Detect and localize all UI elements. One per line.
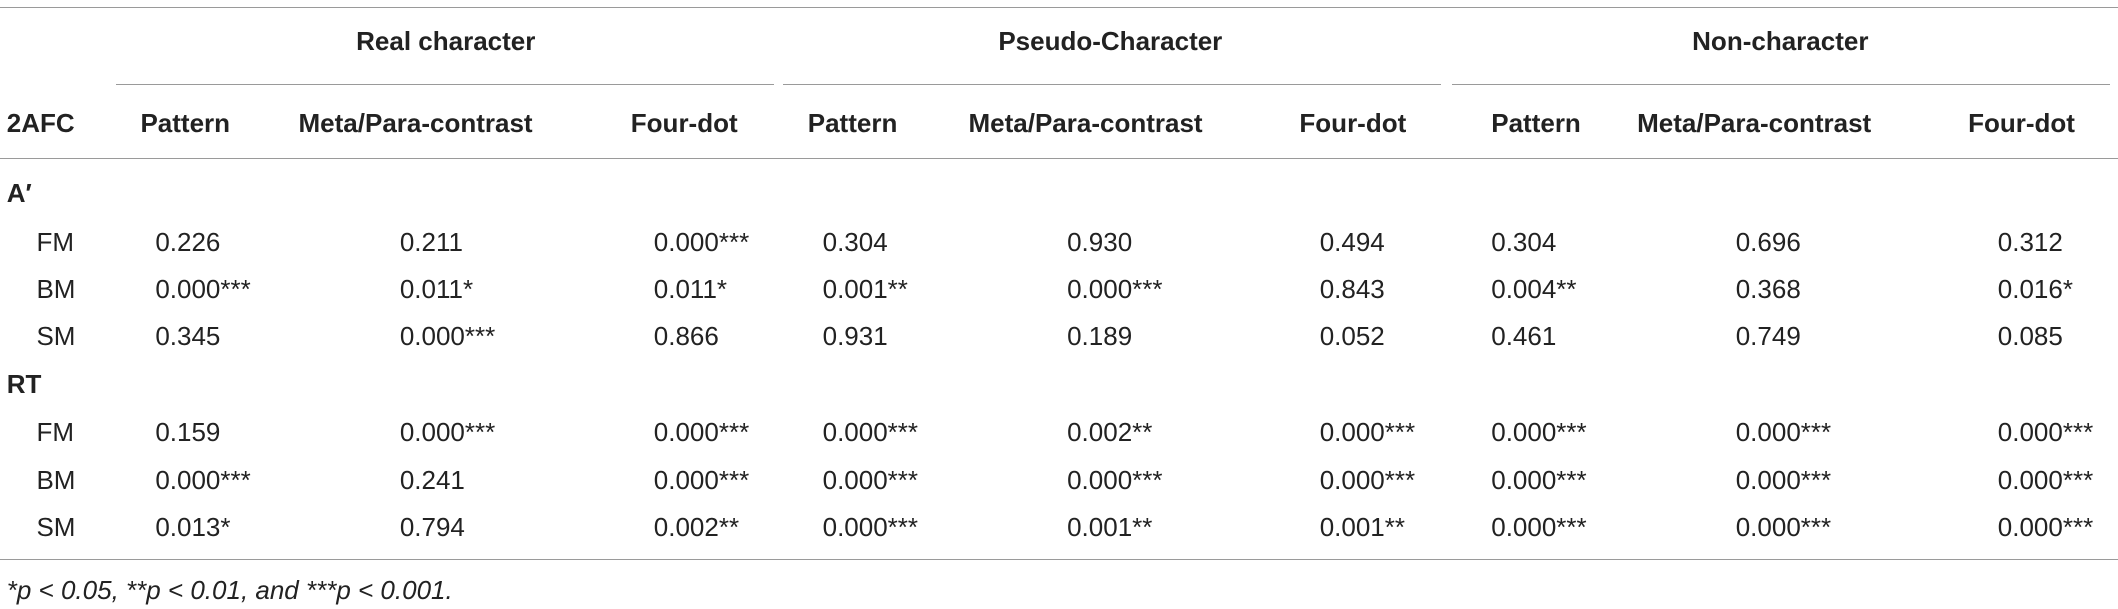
cell: 0.000*** (1067, 464, 1163, 495)
row-label: FM (36, 417, 75, 448)
cell: 0.000*** (1491, 464, 1587, 495)
header-rule (0, 158, 2118, 160)
cell: 0.000*** (1735, 417, 1832, 448)
section-label: A′ (6, 178, 32, 209)
group-rule (783, 83, 1442, 85)
cell: 0.001** (1319, 511, 1405, 542)
cell: 0.696 (1735, 226, 1801, 257)
section-label: RT (6, 368, 42, 399)
corner-header: 2AFC (6, 107, 75, 138)
cell: 0.000*** (399, 321, 496, 352)
cell: 0.016* (1997, 274, 2073, 305)
cell: 0.000*** (1319, 417, 1416, 448)
cell: 0.085 (1997, 321, 2063, 352)
cell: 0.211 (399, 226, 463, 257)
cell: 0.004** (1491, 274, 1577, 305)
cell: 0.002** (1067, 417, 1153, 448)
cell: 0.304 (822, 226, 888, 257)
cell: 0.013* (155, 511, 231, 542)
column-header: Meta/Para-contrast (1637, 107, 1872, 138)
cell: 0.000*** (1735, 464, 1832, 495)
group-rule (1452, 83, 2110, 85)
column-header: Meta/Para-contrast (968, 107, 1203, 138)
cell: 0.052 (1319, 321, 1385, 352)
cell: 0.159 (155, 417, 221, 448)
group-header: Pseudo-Character (998, 25, 1223, 56)
cell: 0.000*** (822, 417, 919, 448)
column-header: Four-dot (1299, 107, 1407, 138)
cell: 0.461 (1491, 321, 1557, 352)
cell: 0.304 (1491, 226, 1557, 257)
group-header: Non-character (1692, 25, 1869, 56)
cell: 0.000*** (1997, 511, 2094, 542)
cell: 0.000*** (155, 464, 251, 495)
group-rule (116, 83, 774, 85)
cell: 0.794 (399, 511, 465, 542)
cell: 0.000*** (1491, 511, 1587, 542)
cell: 0.001** (1067, 511, 1153, 542)
cell: 0.345 (155, 321, 221, 352)
cell: 0.000*** (399, 417, 496, 448)
cell: 0.000*** (653, 417, 750, 448)
cell: 0.241 (399, 464, 465, 495)
row-label: BM (36, 464, 76, 495)
cell: 0.931 (822, 321, 888, 352)
column-header: Pattern (807, 107, 898, 138)
group-header: Real character (356, 25, 536, 56)
cell: 0.001** (822, 274, 908, 305)
cell: 0.011* (399, 274, 474, 305)
cell: 0.000*** (1491, 417, 1587, 448)
cell: 0.749 (1735, 321, 1801, 352)
cell: 0.000*** (653, 464, 750, 495)
cell: 0.494 (1319, 226, 1385, 257)
column-header: Four-dot (1968, 107, 2075, 138)
cell: 0.000*** (1997, 417, 2094, 448)
cell: 0.368 (1735, 274, 1801, 305)
row-label: FM (36, 226, 75, 257)
column-header: Meta/Para-contrast (298, 107, 533, 138)
bottom-rule (0, 559, 2118, 561)
cell: 0.002** (653, 511, 740, 542)
cell: 0.000*** (1067, 274, 1163, 305)
cell: 0.000*** (155, 274, 251, 305)
cell: 0.189 (1067, 321, 1133, 352)
cell: 0.000*** (1997, 464, 2094, 495)
cell: 0.000*** (822, 464, 919, 495)
column-header: Four-dot (630, 107, 738, 138)
row-label: BM (36, 274, 76, 305)
column-header: Pattern (1491, 107, 1581, 138)
cell: 0.000*** (1319, 464, 1416, 495)
cell: 0.000*** (653, 226, 750, 257)
cell: 0.312 (1997, 226, 2063, 257)
cell: 0.930 (1067, 226, 1133, 257)
footnote: *p < 0.05, **p < 0.01, and ***p < 0.001. (6, 575, 453, 606)
row-label: SM (36, 321, 76, 352)
cell: 0.000*** (1735, 511, 1832, 542)
cell: 0.226 (155, 226, 221, 257)
row-label: SM (36, 511, 76, 542)
cell: 0.866 (653, 321, 719, 352)
cell: 0.843 (1319, 274, 1385, 305)
cell: 0.011* (653, 274, 728, 305)
top-rule (0, 6, 2118, 8)
column-header: Pattern (140, 107, 231, 138)
cell: 0.000*** (822, 511, 919, 542)
